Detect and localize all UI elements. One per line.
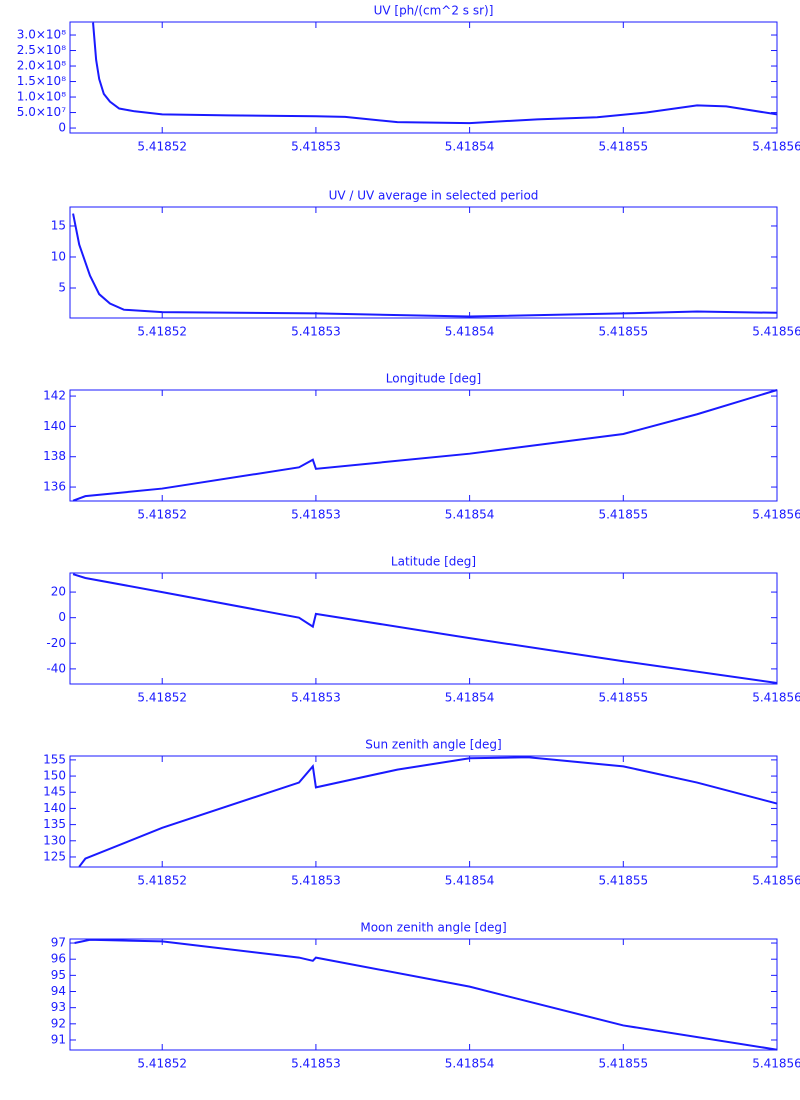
x-tick-label: 5.41856 bbox=[752, 508, 800, 522]
x-tick-label: 5.41855 bbox=[598, 140, 648, 154]
y-tick-label: 5 bbox=[58, 280, 66, 294]
y-tick-label: 2.5×10⁸ bbox=[17, 43, 66, 57]
x-tick-label: 5.41854 bbox=[445, 508, 495, 522]
plot-frame bbox=[69, 755, 778, 868]
x-tick-label: 5.41856 bbox=[752, 691, 800, 705]
chart-title: Moon zenith angle [deg] bbox=[360, 921, 506, 935]
data-line bbox=[72, 213, 778, 318]
plot-frame bbox=[69, 938, 778, 1051]
y-tick-label: 1.5×10⁸ bbox=[17, 74, 66, 88]
data-line bbox=[72, 573, 778, 684]
x-tick-label: 5.41853 bbox=[291, 508, 341, 522]
data-line bbox=[92, 22, 778, 125]
y-tick-label: -20 bbox=[46, 636, 66, 650]
y-tick-label: -40 bbox=[46, 661, 66, 675]
chart-title: UV / UV average in selected period bbox=[329, 189, 539, 203]
x-tick-label: 5.41855 bbox=[598, 325, 648, 339]
y-tick-label: 2.0×10⁸ bbox=[17, 59, 66, 73]
y-tick-label: 91 bbox=[51, 1032, 66, 1046]
y-tick-label: 94 bbox=[51, 984, 66, 998]
x-tick-label: 5.41856 bbox=[752, 140, 800, 154]
y-tick-label: 135 bbox=[43, 817, 66, 831]
y-tick-label: 3.0×10⁸ bbox=[17, 28, 66, 42]
x-tick-label: 5.41855 bbox=[598, 508, 648, 522]
x-tick-label: 5.41854 bbox=[445, 325, 495, 339]
y-tick-label: 5.0×10⁷ bbox=[17, 105, 66, 119]
chart-title: UV [ph/(cm^2 s sr)] bbox=[374, 4, 494, 18]
x-tick-label: 5.41855 bbox=[598, 1057, 648, 1071]
x-tick-label: 5.41853 bbox=[291, 325, 341, 339]
data-line bbox=[72, 389, 778, 502]
y-tick-label: 20 bbox=[51, 585, 66, 599]
x-tick-label: 5.41854 bbox=[445, 1057, 495, 1071]
y-tick-label: 140 bbox=[43, 419, 66, 433]
plot-frame bbox=[69, 389, 778, 502]
y-tick-label: 97 bbox=[51, 936, 66, 950]
y-tick-label: 155 bbox=[43, 752, 66, 766]
y-tick-label: 0 bbox=[58, 121, 66, 135]
y-tick-label: 15 bbox=[51, 218, 66, 232]
x-tick-label: 5.41856 bbox=[752, 1057, 800, 1071]
plot-frame bbox=[69, 21, 778, 134]
x-tick-label: 5.41853 bbox=[291, 140, 341, 154]
x-tick-label: 5.41855 bbox=[598, 691, 648, 705]
x-tick-label: 5.41852 bbox=[137, 140, 187, 154]
y-tick-label: 125 bbox=[43, 849, 66, 863]
y-tick-label: 10 bbox=[51, 249, 66, 263]
x-tick-label: 5.41854 bbox=[445, 140, 495, 154]
y-tick-label: 138 bbox=[43, 449, 66, 463]
y-tick-label: 150 bbox=[43, 769, 66, 783]
y-tick-label: 96 bbox=[51, 952, 66, 966]
x-tick-label: 5.41856 bbox=[752, 325, 800, 339]
y-tick-label: 142 bbox=[43, 389, 66, 403]
chart-title: Latitude [deg] bbox=[391, 555, 476, 569]
plot-frame bbox=[69, 572, 778, 685]
x-tick-label: 5.41852 bbox=[137, 874, 187, 888]
x-tick-label: 5.41852 bbox=[137, 508, 187, 522]
y-tick-label: 1.0×10⁸ bbox=[17, 90, 66, 104]
y-tick-label: 93 bbox=[51, 1000, 66, 1014]
chart-title: Sun zenith angle [deg] bbox=[365, 738, 501, 752]
y-tick-label: 140 bbox=[43, 801, 66, 815]
x-tick-label: 5.41853 bbox=[291, 1057, 341, 1071]
y-tick-label: 130 bbox=[43, 833, 66, 847]
plot-frame bbox=[69, 206, 778, 319]
x-tick-label: 5.41855 bbox=[598, 874, 648, 888]
x-tick-label: 5.41854 bbox=[445, 691, 495, 705]
x-tick-label: 5.41852 bbox=[137, 691, 187, 705]
y-tick-label: 136 bbox=[43, 480, 66, 494]
data-line bbox=[78, 756, 778, 868]
data-line bbox=[74, 938, 778, 1051]
x-tick-label: 5.41852 bbox=[137, 1057, 187, 1071]
y-tick-label: 92 bbox=[51, 1016, 66, 1030]
x-tick-label: 5.41852 bbox=[137, 325, 187, 339]
y-tick-label: 0 bbox=[58, 610, 66, 624]
y-tick-label: 95 bbox=[51, 968, 66, 982]
x-tick-label: 5.41853 bbox=[291, 691, 341, 705]
y-tick-label: 145 bbox=[43, 785, 66, 799]
x-tick-label: 5.41854 bbox=[445, 874, 495, 888]
x-tick-label: 5.41856 bbox=[752, 874, 800, 888]
x-tick-label: 5.41853 bbox=[291, 874, 341, 888]
chart-title: Longitude [deg] bbox=[386, 372, 481, 386]
